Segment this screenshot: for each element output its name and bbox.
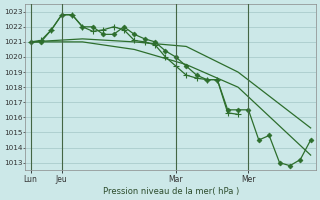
X-axis label: Pression niveau de la mer( hPa ): Pression niveau de la mer( hPa ) bbox=[102, 187, 239, 196]
